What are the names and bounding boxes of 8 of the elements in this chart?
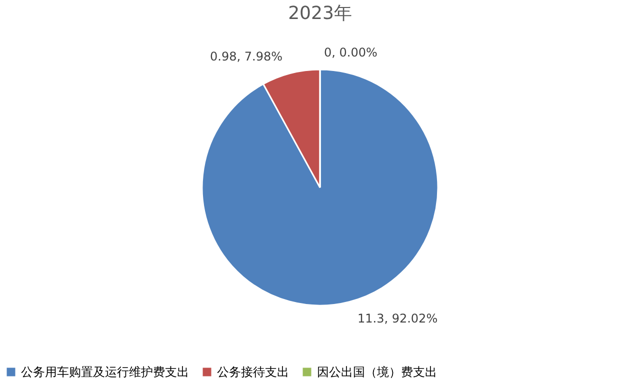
text: 0, 0.00% (324, 46, 378, 60)
legend-label: 公务接待支出 (217, 365, 289, 379)
pie-slice (201, 68, 439, 306)
data-label: 0.98, 7.98% (210, 50, 283, 64)
legend-label: 公务用车购置及运行维护费支出 (21, 365, 189, 379)
legend-label: 因公出国（境）费支出 (317, 365, 437, 379)
chart-title: 2023年 (288, 3, 352, 24)
data-label: 11.3, 92.02% (357, 311, 438, 326)
